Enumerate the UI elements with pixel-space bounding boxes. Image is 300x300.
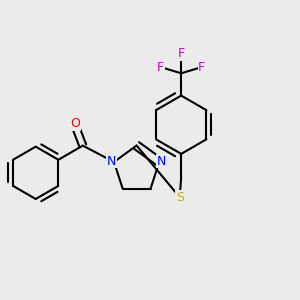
Text: N: N [157,154,166,168]
Text: S: S [176,191,184,204]
Text: F: F [157,61,164,74]
Text: O: O [70,117,80,130]
Text: N: N [107,154,116,168]
Text: F: F [178,47,185,60]
Text: F: F [198,61,205,74]
